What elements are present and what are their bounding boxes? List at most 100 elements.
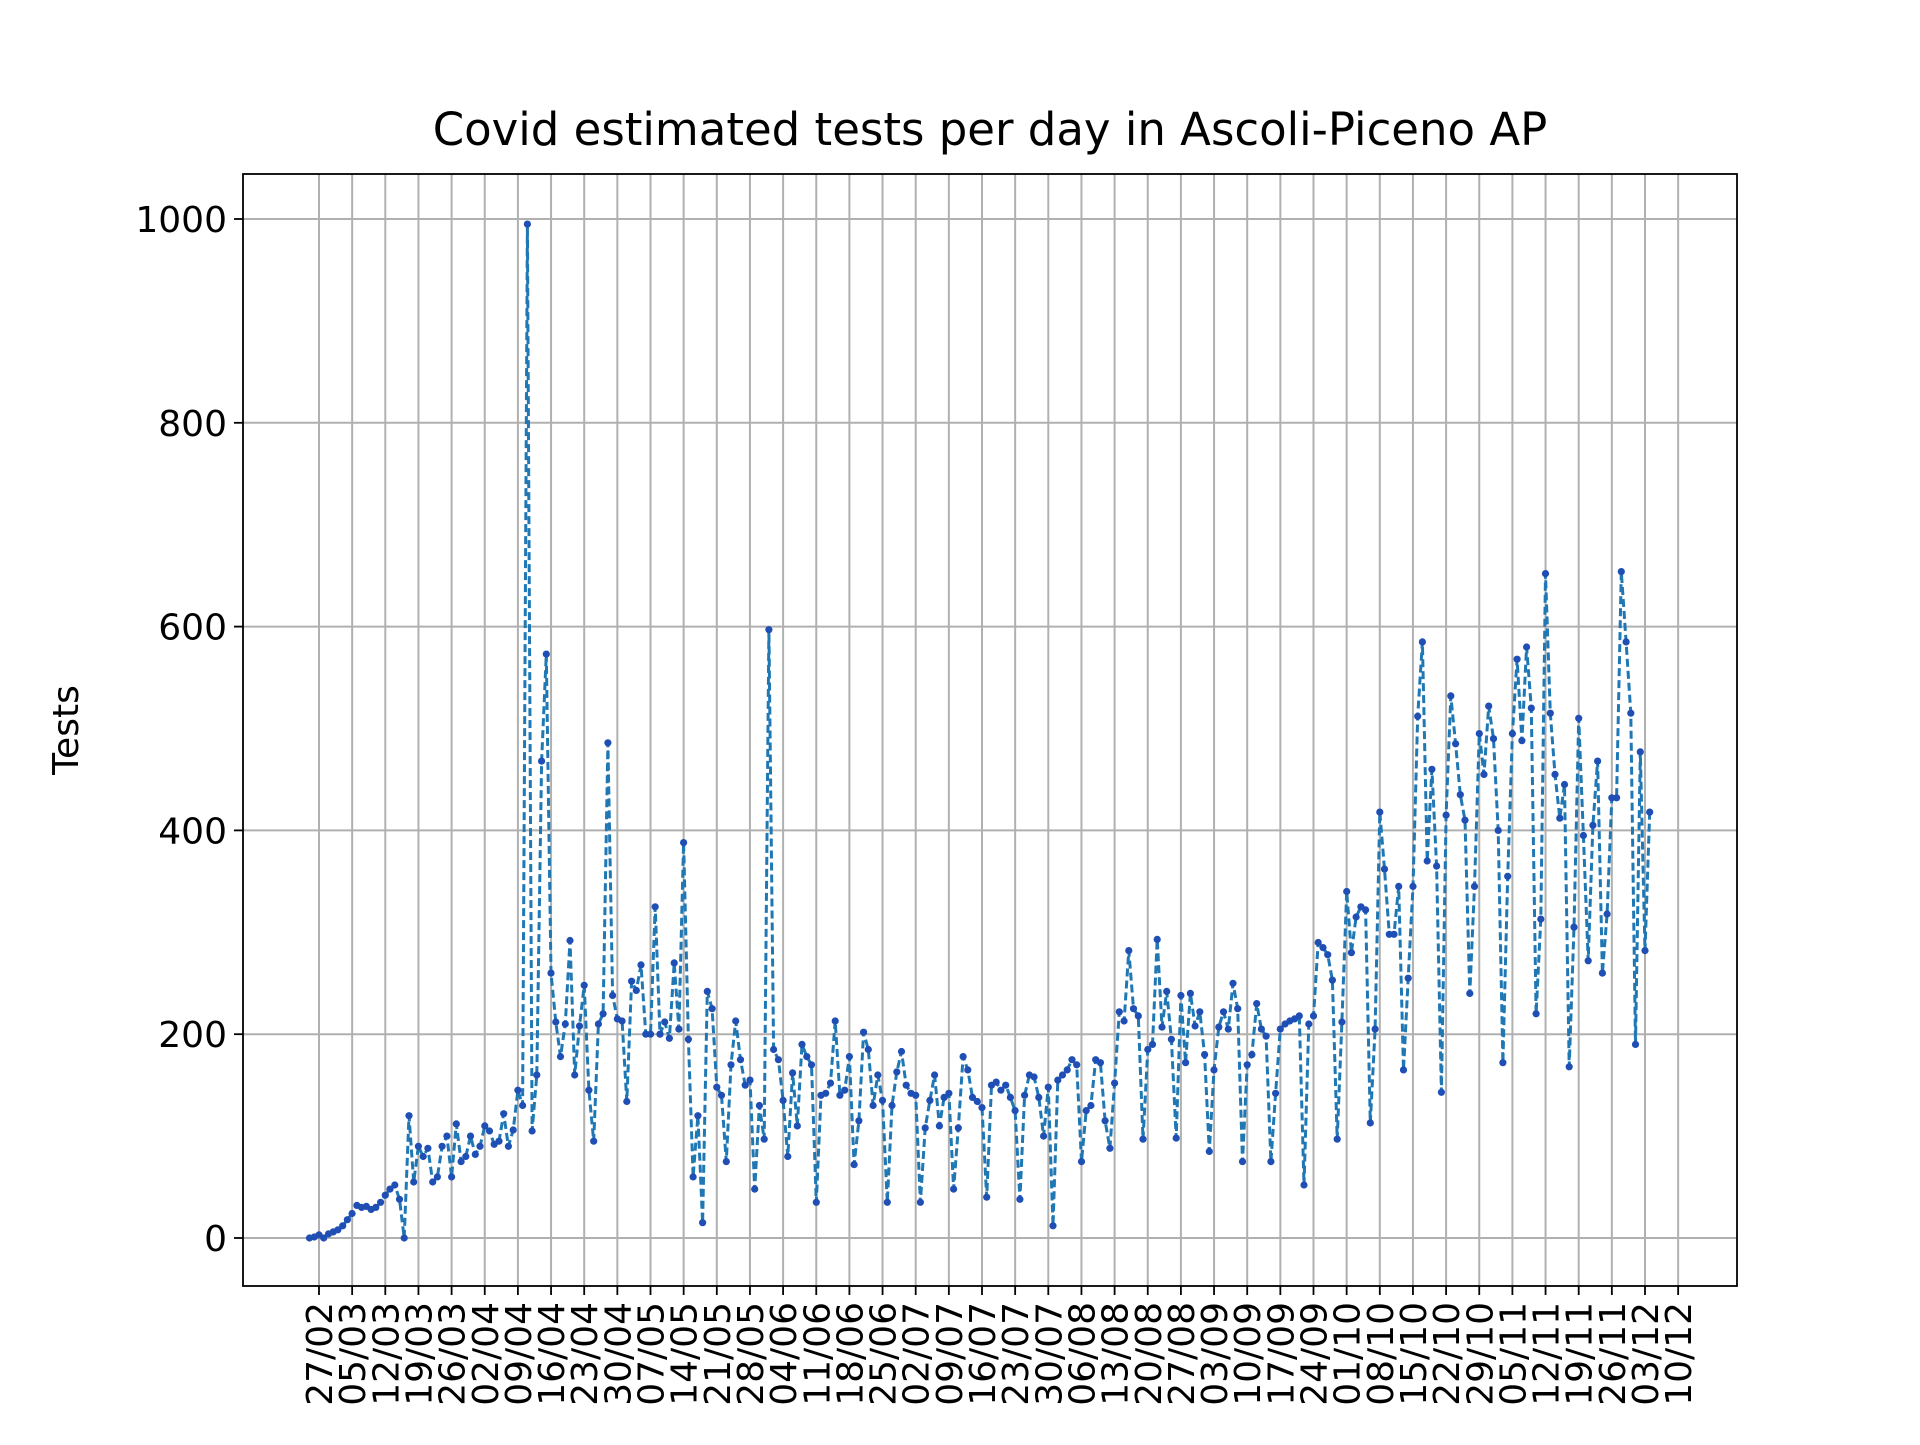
data-point (452, 1120, 460, 1128)
data-point (1613, 794, 1621, 802)
data-point (481, 1122, 489, 1130)
data-point (1646, 808, 1654, 816)
data-point (1475, 730, 1483, 738)
data-point (632, 986, 640, 995)
data-point (1035, 1093, 1043, 1101)
data-point (594, 1020, 603, 1028)
data-point (841, 1086, 849, 1094)
x-tick-label: 01/10 (1328, 1302, 1369, 1406)
data-point (561, 1020, 569, 1028)
data-point (1508, 730, 1516, 738)
data-point (514, 1086, 522, 1094)
data-point (495, 1137, 503, 1145)
data-point (1537, 915, 1545, 923)
data-point (1068, 1056, 1076, 1064)
data-point (1617, 568, 1625, 576)
data-point (1215, 1023, 1223, 1031)
series-line (309, 222, 1652, 1240)
data-point (1229, 979, 1237, 987)
data-point (765, 626, 773, 634)
data-point (509, 1126, 517, 1134)
data-point (552, 1018, 560, 1026)
data-point (637, 961, 645, 969)
data-point (893, 1068, 901, 1076)
data-point (1480, 770, 1488, 779)
data-point (736, 1056, 745, 1064)
data-point (1101, 1117, 1109, 1125)
data-point (542, 650, 550, 658)
data-point (1589, 821, 1597, 829)
data-point (504, 1142, 512, 1150)
data-point (405, 1112, 413, 1120)
data-point (1452, 740, 1460, 748)
data-point (1513, 655, 1521, 663)
data-point (1148, 1040, 1157, 1048)
data-point (1594, 757, 1602, 765)
data-point (713, 1083, 721, 1091)
data-point (1399, 1066, 1408, 1074)
data-point (656, 1030, 664, 1038)
data-point (912, 1091, 920, 1099)
x-tick-label: 27/08 (1162, 1302, 1203, 1406)
data-point (599, 1010, 607, 1018)
data-point (940, 1093, 948, 1101)
data-point (1570, 923, 1578, 931)
data-point (921, 1124, 929, 1132)
data-point (1153, 935, 1161, 944)
data-point (1243, 1061, 1251, 1069)
data-point (1366, 1119, 1374, 1127)
data-point (1328, 976, 1336, 984)
data-point (1267, 1158, 1275, 1166)
data-point (485, 1127, 494, 1135)
data-point (424, 1144, 432, 1152)
x-tick-label: 27/02 (300, 1302, 341, 1406)
data-point (628, 977, 636, 985)
data-point (410, 1178, 418, 1186)
data-point (1447, 692, 1455, 700)
data-point (1040, 1132, 1048, 1140)
data-point (950, 1185, 958, 1193)
data-point (1551, 770, 1559, 779)
data-point (1437, 1088, 1445, 1096)
data-point (348, 1209, 356, 1218)
data-point (1219, 1008, 1228, 1016)
data-point (897, 1047, 906, 1056)
data-point (1163, 987, 1171, 996)
data-point (845, 1053, 854, 1061)
data-point (1305, 1020, 1313, 1028)
data-point (954, 1124, 962, 1132)
data-point (727, 1061, 735, 1069)
data-point (547, 969, 555, 977)
data-point (1139, 1135, 1147, 1143)
data-point (651, 903, 659, 911)
data-point (1546, 709, 1554, 717)
data-point (1518, 737, 1526, 745)
data-point (1234, 1005, 1242, 1013)
data-point (883, 1198, 891, 1206)
data-point (874, 1071, 882, 1079)
data-point (1253, 1000, 1261, 1008)
x-tick-label: 14/05 (665, 1302, 706, 1406)
data-point (1456, 791, 1464, 799)
data-point (926, 1096, 934, 1104)
data-point (1565, 1063, 1573, 1071)
data-point (1077, 1158, 1086, 1166)
x-tick-label: 20/08 (1129, 1302, 1170, 1406)
y-tick-label: 800 (158, 404, 227, 445)
data-point (1205, 1147, 1213, 1155)
data-point (1466, 989, 1474, 998)
data-point (1362, 906, 1370, 914)
data-point (1125, 947, 1133, 955)
y-axis: 0 200 400 600 800 1000 (135, 200, 243, 1260)
data-point (1134, 1012, 1142, 1020)
data-point (604, 739, 612, 747)
data-point (732, 1017, 740, 1025)
data-point (1423, 857, 1431, 865)
data-point (566, 936, 574, 945)
data-point (1002, 1081, 1010, 1089)
data-point (1021, 1091, 1029, 1099)
data-point (1433, 862, 1441, 870)
data-point (1272, 1089, 1280, 1097)
series-layer (305, 220, 1654, 1242)
